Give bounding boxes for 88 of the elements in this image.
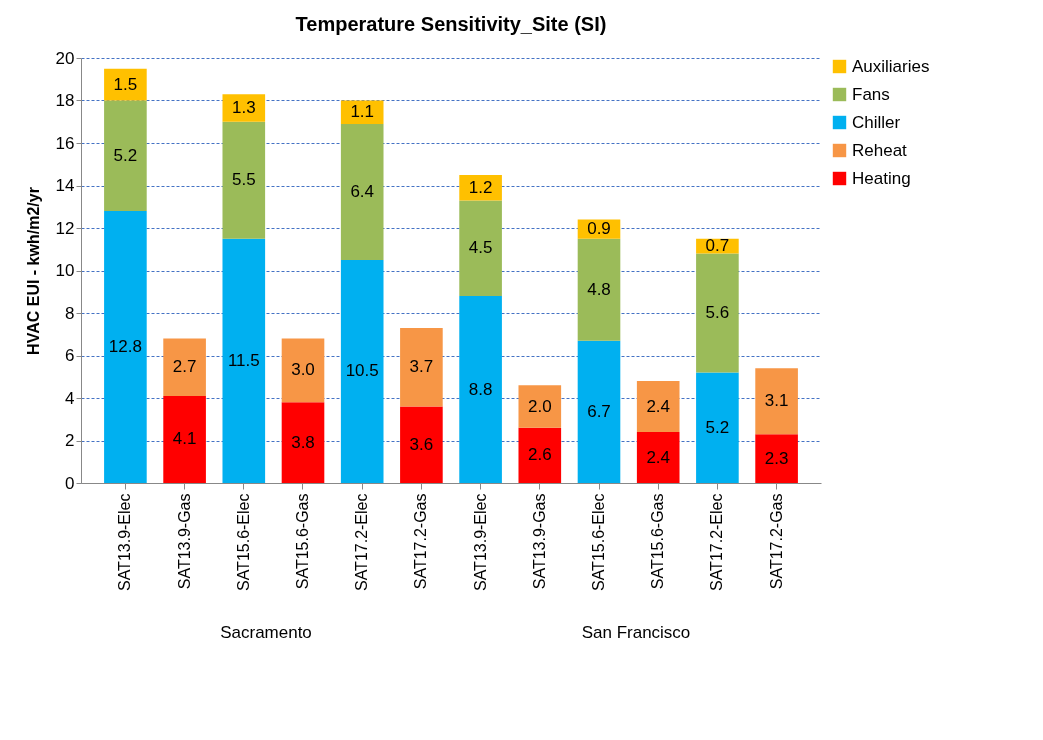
legend-label: Auxiliaries [852,56,930,76]
data-label: 12.8 [108,337,142,356]
bar [104,68,147,101]
x-tick-label: SAT15.6-Gas [649,493,667,590]
data-label: 2.4 [646,396,671,416]
data-label: 3.1 [764,391,789,411]
x-tick-label: SAT17.2-Elec [353,493,371,592]
data-label: 2.7 [172,357,197,377]
legend-label: Chiller [852,112,901,132]
y-tick-label: 6 [65,346,75,365]
data-label: 3.8 [291,432,315,452]
text: Sacramento [220,623,312,642]
y-tick-label: 20 [55,48,75,68]
data-label: 4.8 [587,279,611,299]
data-label: 5.2 [705,417,730,437]
bar [577,238,621,341]
x-tick-label: SAT17.2-Elec [708,493,726,592]
bar [696,253,739,373]
chart-title: Temperature Sensitivity_Site (SI) [295,13,607,35]
bar [163,338,206,396]
y-tick-label: 16 [55,133,75,153]
bar [400,327,443,407]
bar [696,372,739,483]
legend-label: Fans [852,84,890,104]
data-label: 3.6 [409,434,434,454]
data-label: 6.7 [587,401,611,421]
bar [459,200,502,296]
data-label: 0.7 [705,236,730,256]
y-tick-label: 14 [55,176,75,195]
bar [281,338,325,403]
x-tick-label: SAT13.9-Gas [530,493,548,590]
legend-label: Heating [852,168,911,188]
bar [518,385,562,428]
bar [222,94,266,122]
y-tick-label: 18 [55,91,75,110]
bar [755,434,798,483]
y-tick-label: 10 [55,261,75,280]
x-tick-label: SAT13.9-Elec [116,493,134,592]
data-label: 3.0 [291,360,315,380]
bar [104,211,147,483]
data-label: 1.5 [113,74,138,94]
data-label: 2.3 [764,448,789,468]
bar [104,100,147,211]
bar [459,296,502,483]
y-axis-title: HVAC EUI - kwh/m2/yr [24,187,42,355]
data-label: 2.4 [646,447,671,467]
data-label: 5.6 [705,303,730,322]
bar [400,406,443,483]
bar [636,381,680,432]
data-label: 4.1 [172,429,197,449]
x-tick-label: SAT15.6-Gas [294,493,311,590]
data-label: 2.6 [527,445,552,465]
y-tick-label: 0 [65,473,75,493]
bar [755,368,798,435]
data-label: 3.7 [409,357,434,377]
data-label: 11.5 [227,350,260,370]
data-label: 2.0 [527,396,552,416]
x-tick-label: SAT15.6-Elec [234,493,252,592]
data-label: 0.9 [587,219,611,239]
y-tick-label: 2 [65,431,75,450]
data-label: 5.2 [113,145,138,165]
legend-label: Reheat [852,140,908,160]
bar [340,123,384,260]
data-label: 1.3 [231,97,256,117]
x-tick-label: SAT13.9-Gas [175,493,193,590]
bar [518,427,562,483]
data-label: 6.4 [350,181,375,201]
y-tick-label: 8 [65,303,75,323]
bar [636,432,680,483]
data-label: 1.1 [350,102,375,122]
data-label: 8.8 [468,379,493,399]
bar [340,259,384,483]
bar [163,395,206,483]
text: San Francisco [581,623,691,642]
bar [222,238,266,483]
data-label: 1.2 [468,177,493,197]
x-tick-label: SAT17.2-Gas [767,493,785,590]
y-tick-label: 12 [55,218,75,238]
x-tick-label: SAT13.9-Elec [471,493,489,592]
data-label: 5.5 [231,170,256,190]
bar [281,402,325,483]
x-tick-label: SAT17.2-Gas [412,493,430,590]
bar [577,340,621,483]
data-label: 4.5 [468,238,493,258]
x-tick-label: SAT15.6-Elec [590,493,607,592]
data-label: 10.5 [345,361,379,381]
bar [222,121,266,239]
y-tick-label: 4 [65,388,75,408]
